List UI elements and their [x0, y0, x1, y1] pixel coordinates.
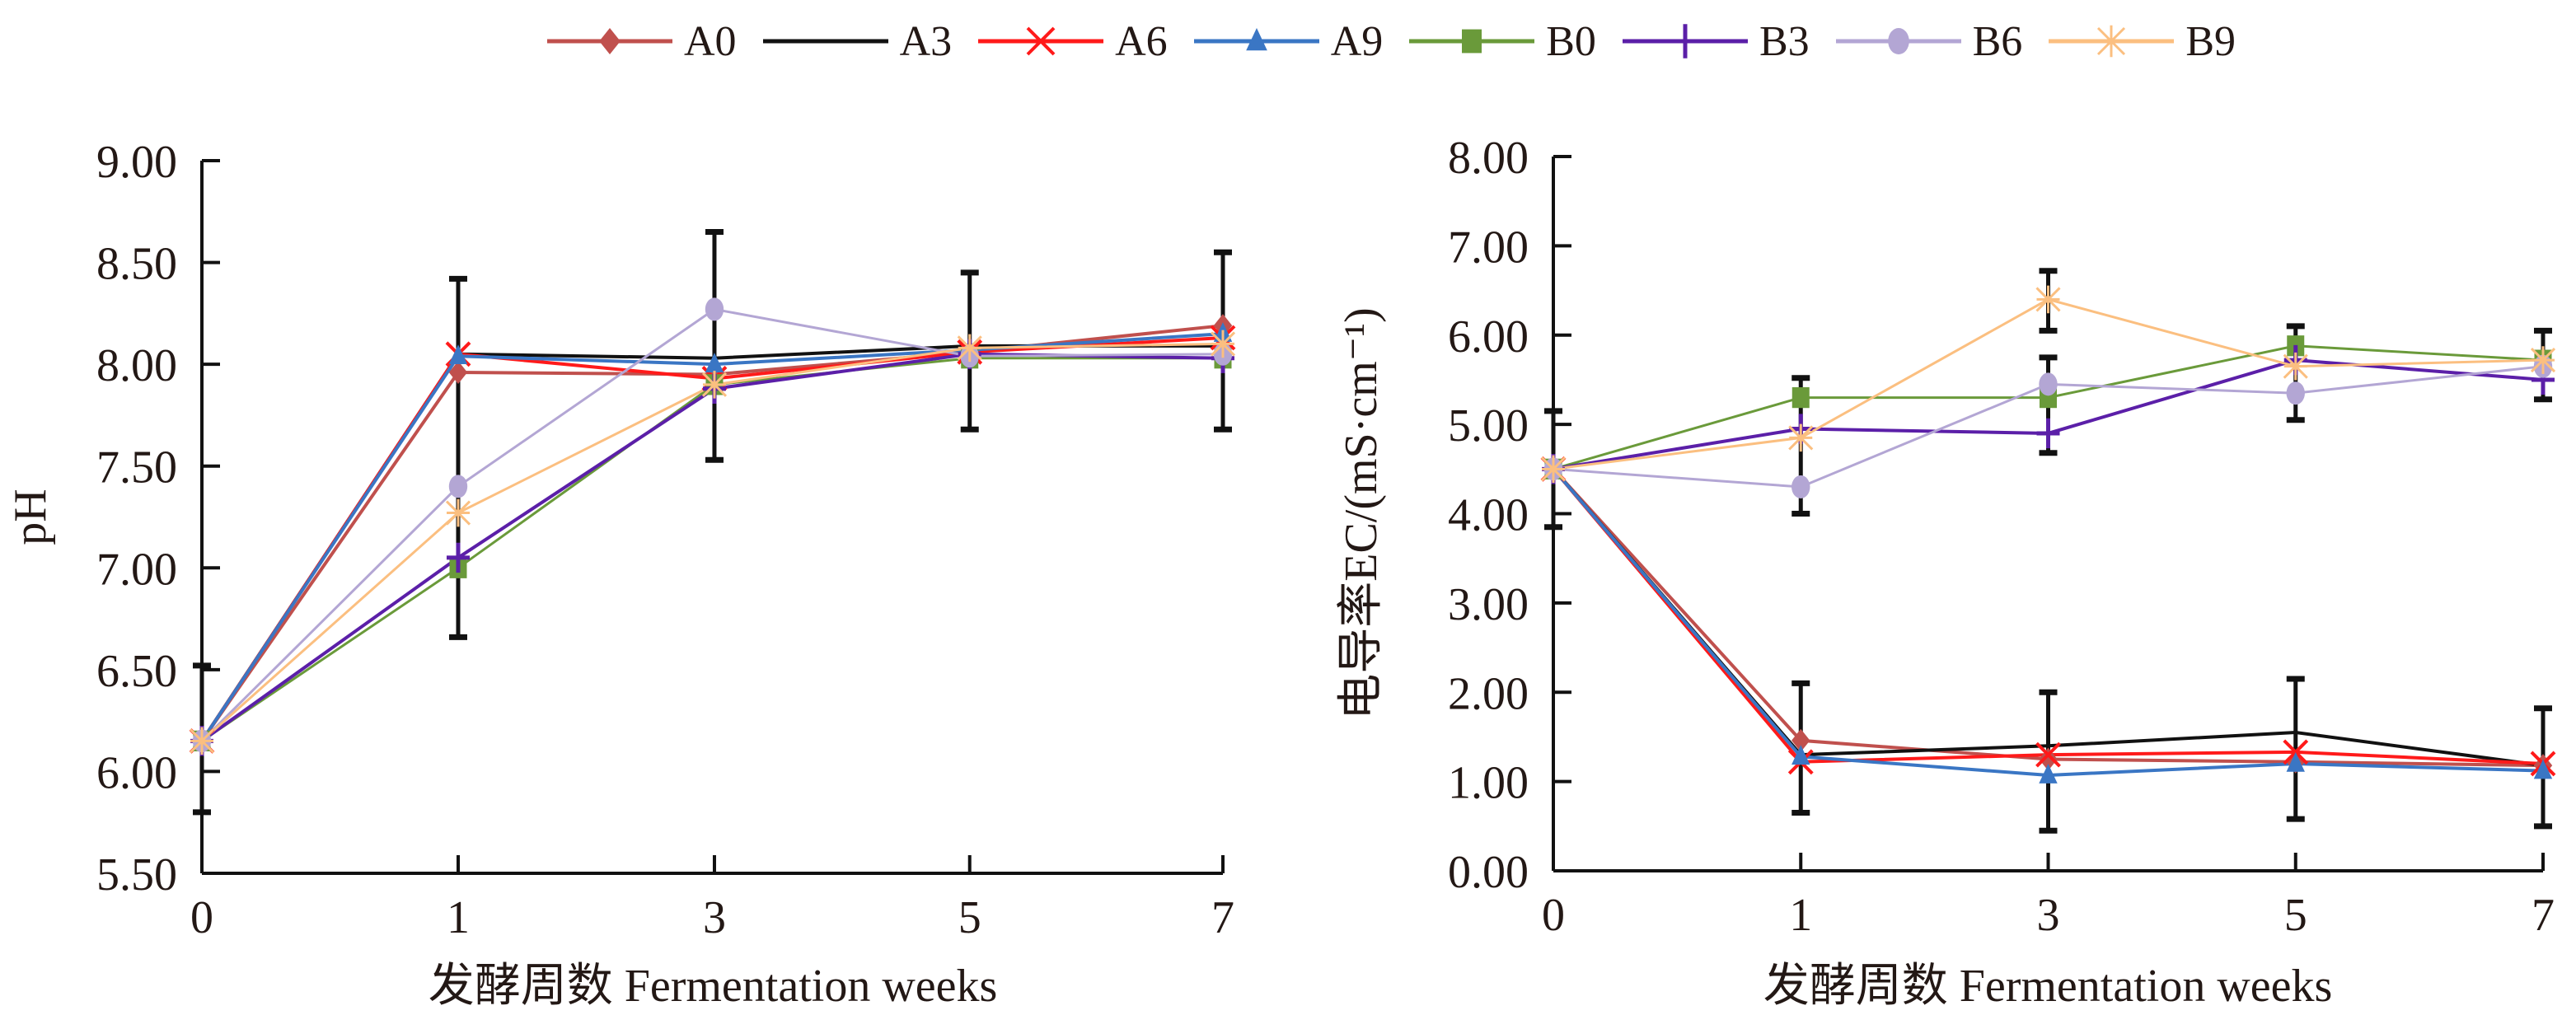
- legend-marker-plus-icon: [1671, 24, 1698, 58]
- data-point-b6: [2039, 372, 2058, 396]
- ph-chart: 5.50 6.00 6.50 7.00 7.50 8.00 8.50 9.00 0 1 3 5 7 发酵周…: [5, 137, 1236, 1012]
- data-point-a6: [2035, 741, 2061, 768]
- legend-item-a6: A6: [975, 16, 1168, 66]
- x-axis-title: 发酵周数 Fermentation weeks: [1763, 961, 2333, 1012]
- legend-swatch: [2049, 25, 2175, 58]
- x-tick-label: 3: [2037, 890, 2060, 941]
- legend-item-a9: A9: [1191, 16, 1384, 66]
- data-point-a6: [2283, 739, 2309, 765]
- y-tick-label: 2.00: [1448, 668, 1529, 719]
- x-tick-label: 5: [2284, 890, 2307, 941]
- data-point-a9: [1791, 745, 1810, 765]
- y-tick-label: 7.00: [96, 544, 177, 595]
- y-tick-label: 0.00: [1448, 847, 1529, 898]
- legend-item-b9: B9: [2045, 16, 2236, 66]
- y-tick-label: 6.50: [96, 646, 177, 697]
- error-bar: [448, 275, 467, 640]
- y-tick-label: 7.00: [1448, 222, 1529, 273]
- data-point-b9: [445, 498, 471, 527]
- x-tick-label: 3: [703, 892, 726, 943]
- legend-swatch: [762, 39, 888, 44]
- data-point-a9: [705, 353, 724, 372]
- y-tick-label: 1.00: [1448, 758, 1529, 809]
- x-tick-label: 7: [2532, 890, 2555, 941]
- y-tick-label: 8.00: [96, 340, 177, 391]
- y-tick-label: 8.50: [96, 239, 177, 290]
- legend-label: A9: [1330, 17, 1384, 65]
- y-tick-label: 6.00: [96, 747, 177, 798]
- legend-label: A0: [684, 17, 737, 65]
- data-point-b3: [2036, 418, 2060, 449]
- legend-item-b3: B3: [1619, 16, 1810, 66]
- legend-item-b0: B0: [1406, 16, 1596, 66]
- y-tick-label: 6.00: [1448, 311, 1529, 362]
- legend-label: A3: [899, 17, 953, 65]
- data-point-b6: [448, 475, 468, 498]
- error-bar: [2286, 676, 2305, 822]
- data-point-b9: [957, 334, 982, 362]
- legend-marker-star-icon: [2097, 25, 2126, 58]
- y-tick-label: 9.00: [96, 137, 177, 188]
- y-tick-label: 3.00: [1448, 579, 1529, 630]
- x-tick-label: 0: [190, 892, 213, 943]
- data-point-a0: [2039, 747, 2058, 771]
- data-point-a9: [2286, 751, 2305, 772]
- y-axis-title: 电导率EC/(mS·cm⁻¹): [1336, 307, 1387, 720]
- data-point-a0: [448, 361, 468, 385]
- y-tick-label: 5.50: [96, 849, 177, 900]
- legend-label: B3: [1759, 17, 1810, 65]
- data-point-b0: [1791, 387, 1810, 409]
- error-bar: [705, 229, 724, 463]
- legend-marker-triangle-icon: [1245, 28, 1267, 51]
- data-point-b3: [446, 542, 470, 573]
- x-tick-label: 0: [1542, 890, 1565, 941]
- x-tick-label: 1: [447, 892, 470, 943]
- x-tick-label: 5: [958, 892, 981, 943]
- legend-marker-x-icon: [1026, 26, 1056, 56]
- data-point-b9: [1540, 455, 1567, 484]
- data-point-b9: [2530, 346, 2556, 374]
- data-point-a9: [2039, 764, 2058, 783]
- x-tick-label: 7: [1211, 892, 1234, 943]
- data-point-b9: [189, 727, 215, 755]
- data-point-b6: [2286, 381, 2305, 405]
- legend-swatch: [547, 28, 672, 54]
- legend-swatch: [978, 26, 1104, 56]
- y-axis-title: pH: [5, 489, 56, 545]
- y-tick-label: 7.50: [96, 442, 177, 493]
- y-tick-label: 8.00: [1448, 133, 1529, 184]
- legend-item-a0: A0: [544, 16, 737, 66]
- legend-item-b6: B6: [1833, 16, 2023, 66]
- data-point-b9: [1210, 330, 1236, 358]
- legend-label: B6: [1972, 17, 2023, 65]
- chart-legend: A0 A3 A6 A9 B0 B3 B6 B9: [544, 0, 2259, 82]
- legend-label: A6: [1115, 17, 1168, 65]
- data-point-b6: [1791, 475, 1810, 498]
- y-tick-label: 5.00: [1448, 400, 1529, 451]
- data-point-b9: [2283, 352, 2308, 381]
- x-tick-label: 1: [1789, 890, 1812, 941]
- legend-marker-circle-icon: [1887, 28, 1909, 54]
- data-point-b9: [2035, 285, 2061, 314]
- legend-swatch: [1193, 28, 1319, 51]
- data-point-a0: [1791, 728, 1810, 752]
- legend-item-a3: A3: [760, 16, 953, 66]
- legend-swatch: [1409, 29, 1535, 54]
- x-axis-title: 发酵周数 Fermentation weeks: [429, 961, 998, 1012]
- data-point-b6: [705, 297, 724, 321]
- legend-swatch: [1835, 28, 1961, 54]
- data-point-b9: [1788, 423, 1814, 452]
- legend-label: B9: [2185, 17, 2236, 65]
- y-tick-label: 4.00: [1448, 490, 1529, 541]
- legend-label: B0: [1546, 17, 1596, 65]
- data-point-b9: [701, 371, 728, 399]
- legend-swatch: [1622, 24, 1748, 58]
- legend-marker-square-icon: [1462, 29, 1482, 54]
- data-point-a9: [2533, 759, 2553, 779]
- ec-chart: 0.00 1.00 2.00 3.00 4.00 5.00 6.00 7.00 8.00 0 1 3 5…: [1336, 133, 2556, 1012]
- data-point-a9: [448, 344, 468, 365]
